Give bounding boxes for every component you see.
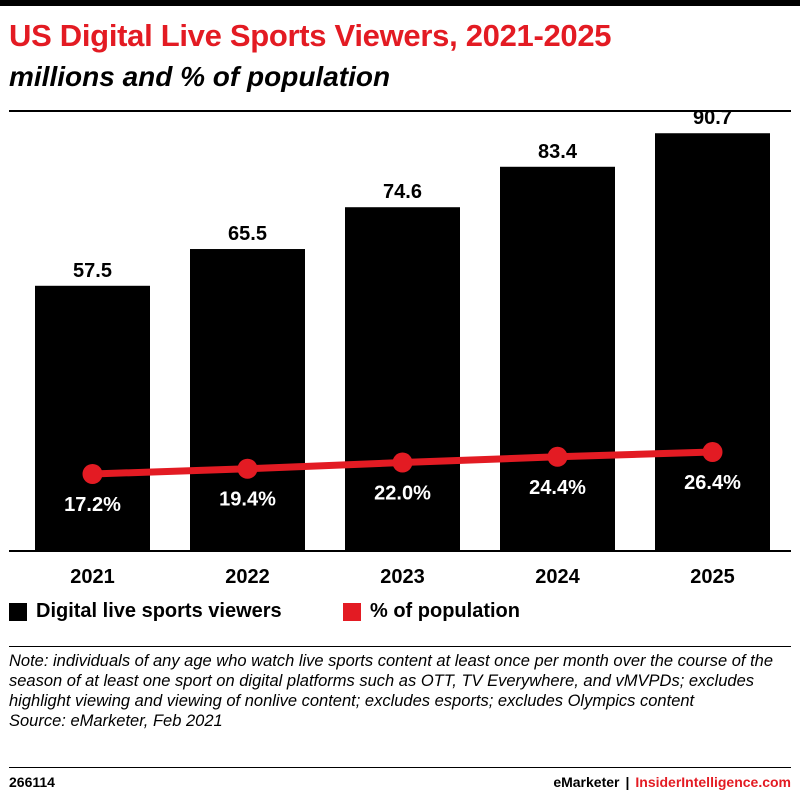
brand-insider-intelligence: InsiderIntelligence.com (635, 774, 791, 790)
bar-value-label-2021: 57.5 (73, 260, 112, 282)
legend-label-population: % of population (370, 600, 520, 622)
source-text: Source: eMarketer, Feb 2021 (9, 712, 223, 730)
legend-swatch-viewers (9, 602, 27, 621)
chart-title: US Digital Live Sports Viewers, 2021-202… (9, 18, 612, 53)
bar-value-label-2025: 90.7 (693, 112, 732, 129)
note-divider (9, 646, 791, 647)
population-label-2023: 22.0% (374, 483, 431, 505)
brand-separator: | (625, 774, 630, 790)
population-label-2022: 19.4% (219, 489, 276, 511)
population-point-2021 (82, 464, 103, 484)
population-label-2024: 24.4% (529, 477, 586, 499)
chart-id: 266114 (9, 774, 55, 790)
bar-2022 (190, 249, 305, 550)
population-point-2023 (392, 452, 413, 473)
legend-swatch-population (343, 602, 361, 621)
legend-label-viewers: Digital live sports viewers (36, 600, 282, 622)
note-text: Note: individuals of any age who watch l… (9, 652, 774, 710)
population-point-2022 (237, 458, 258, 479)
population-label-2021: 17.2% (64, 494, 121, 516)
brand-emarketer: eMarketer (553, 774, 620, 790)
x-tick-label-2023: 2023 (380, 566, 425, 588)
bar-value-label-2022: 65.5 (228, 223, 267, 245)
bar-2025 (655, 133, 770, 550)
bar-2023 (345, 207, 460, 550)
population-point-2024 (547, 446, 568, 467)
top-rule (0, 0, 800, 6)
population-point-2025 (702, 442, 723, 463)
bar-value-label-2023: 74.6 (383, 181, 422, 203)
x-tick-label-2022: 2022 (225, 566, 270, 588)
note-block: Note: individuals of any age who watch l… (9, 651, 795, 731)
bar-2024 (500, 166, 615, 550)
title-divider (9, 110, 791, 112)
x-tick-label-2024: 2024 (535, 566, 580, 588)
legend-item-population: % of population (343, 600, 520, 623)
legend-item-viewers: Digital live sports viewers (9, 600, 282, 623)
population-label-2025: 26.4% (684, 472, 741, 494)
footer-divider (9, 767, 791, 768)
chart-subtitle: millions and % of population (9, 61, 391, 92)
bar-value-label-2024: 83.4 (538, 141, 578, 163)
bar-2021 (35, 285, 150, 550)
x-tick-label-2021: 2021 (70, 566, 115, 588)
chart-area: 57.5 2021 65.5 2022 74.6 2023 83.4 2024 90.7 2025… (9, 112, 791, 588)
x-tick-label-2025: 2025 (690, 566, 735, 588)
footer-brand: eMarketer | InsiderIntelligence.com (553, 774, 791, 790)
